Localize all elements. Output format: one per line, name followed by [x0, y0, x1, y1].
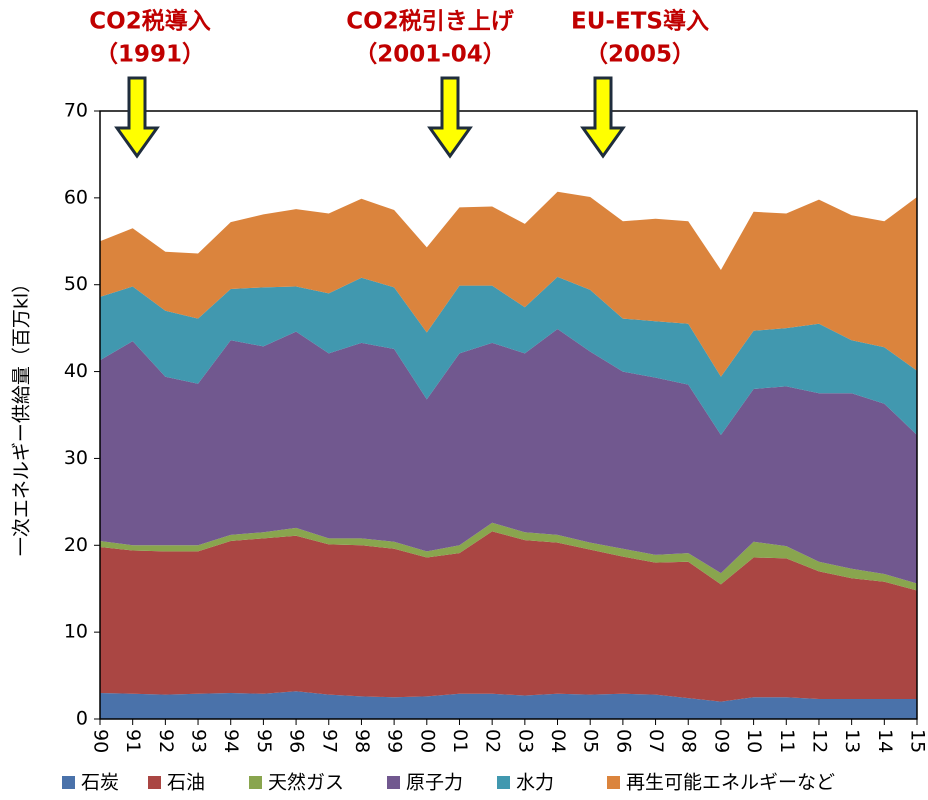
- x-tick-label: 01: [449, 729, 471, 753]
- x-tick-label: 03: [514, 729, 536, 753]
- x-tick-label: 97: [318, 729, 340, 753]
- x-tick-label: 14: [874, 729, 896, 753]
- y-tick-label: 0: [76, 708, 88, 730]
- annotation: CO2税引き上げ: [346, 8, 514, 35]
- x-tick-label: 00: [416, 729, 438, 753]
- x-tick-label: 94: [220, 729, 242, 753]
- x-tick-label: 08: [678, 729, 700, 753]
- y-tick-label: 60: [64, 186, 88, 208]
- x-tick-label: 96: [286, 729, 308, 753]
- x-tick-label: 93: [188, 729, 210, 753]
- legend-swatch: [249, 776, 262, 789]
- x-tick-label: 02: [482, 729, 504, 753]
- annotation: CO2税導入: [89, 8, 210, 35]
- legend-swatch: [387, 776, 400, 789]
- legend-swatch: [62, 776, 75, 789]
- x-tick-label: 06: [612, 729, 634, 753]
- legend-label: 石油: [167, 772, 205, 794]
- x-tick-label: 95: [253, 729, 275, 753]
- y-tick-label: 40: [64, 360, 88, 382]
- legend-label: 天然ガス: [268, 772, 344, 794]
- x-tick-label: 15: [907, 729, 928, 753]
- legend-label: 原子力: [406, 772, 463, 794]
- x-tick-label: 91: [122, 729, 144, 753]
- legend-label: 石炭: [81, 772, 119, 794]
- x-tick-label: 09: [710, 729, 732, 753]
- legend-swatch: [497, 776, 510, 789]
- x-tick-label: 13: [841, 729, 863, 753]
- y-tick-label: 50: [64, 273, 88, 295]
- x-tick-label: 04: [547, 729, 569, 753]
- x-tick-label: 10: [743, 729, 765, 753]
- x-tick-label: 05: [580, 729, 602, 753]
- y-tick-label: 30: [64, 447, 88, 469]
- x-tick-label: 11: [776, 729, 798, 753]
- x-tick-label: 07: [645, 729, 667, 753]
- y-tick-label: 20: [64, 534, 88, 556]
- annotation: （1991）: [95, 41, 205, 68]
- annotation: EU-ETS導入: [571, 8, 709, 35]
- y-tick-label: 10: [64, 621, 88, 643]
- annotation: （2001-04）: [354, 41, 506, 68]
- y-tick-label: 70: [64, 100, 88, 122]
- legend-swatch: [607, 776, 620, 789]
- x-tick-label: 98: [351, 729, 373, 753]
- legend-label: 再生可能エネルギーなど: [626, 772, 835, 794]
- x-tick-label: 12: [808, 729, 830, 753]
- annotation: （2005）: [585, 41, 695, 68]
- x-tick-label: 90: [90, 729, 112, 753]
- legend-swatch: [148, 776, 161, 789]
- y-axis-title: 一次エネルギー供給量（百万kl）: [11, 274, 33, 556]
- legend-label: 水力: [516, 772, 554, 794]
- x-tick-label: 92: [155, 729, 177, 753]
- x-tick-label: 99: [384, 729, 406, 753]
